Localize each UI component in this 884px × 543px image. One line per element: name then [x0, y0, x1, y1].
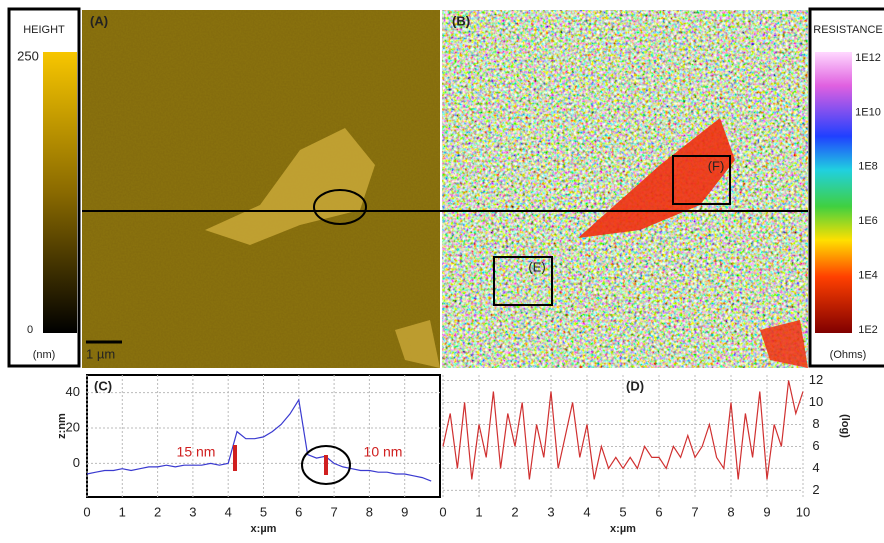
x-tick-label: 6 — [295, 504, 302, 519]
y-tick-label: 12 — [809, 372, 823, 387]
height-texture — [82, 10, 440, 368]
x-tick-label: 0 — [83, 504, 90, 519]
height-title: HEIGHT — [23, 24, 65, 36]
height-unit: (nm) — [33, 349, 56, 361]
resistance-tick: 1E6 — [858, 215, 878, 227]
resistance-tick: 1E8 — [858, 161, 878, 173]
x-tick-label: 8 — [366, 504, 373, 519]
y-axis-label: z:nm — [56, 413, 68, 439]
x-tick-label: 5 — [619, 504, 626, 519]
y-tick-label: 20 — [66, 419, 80, 434]
x-tick-label: 2 — [511, 504, 518, 519]
step-marker — [324, 455, 328, 475]
y-axis-label: (log) — [839, 414, 851, 438]
y-tick-label: 8 — [812, 416, 819, 431]
panel-label: (A) — [90, 13, 108, 28]
flake — [395, 320, 440, 368]
x-tick-label: 7 — [691, 504, 698, 519]
resistance-tick: 1E12 — [855, 52, 881, 64]
low-resistance-region — [578, 118, 735, 238]
y-tick-label: 40 — [66, 384, 80, 399]
x-tick-label: 3 — [547, 504, 554, 519]
annotation: 15 nm — [177, 444, 216, 460]
x-tick-label: 4 — [583, 504, 590, 519]
resistance-texture — [442, 10, 808, 368]
y-tick-label: 6 — [812, 438, 819, 453]
x-tick-label: 9 — [763, 504, 770, 519]
x-axis-label: x:µm — [251, 523, 277, 535]
x-tick-label: 2 — [154, 504, 161, 519]
resistance-tick: 1E2 — [858, 324, 878, 336]
resistance-tick: 1E4 — [858, 270, 878, 282]
x-tick-label: 1 — [119, 504, 126, 519]
ellipse-marker — [301, 445, 351, 485]
flake — [205, 128, 375, 245]
x-tick-label: 8 — [727, 504, 734, 519]
x-tick-label: 1 — [475, 504, 482, 519]
height-gradient — [43, 52, 77, 333]
height-max: 250 — [17, 48, 39, 63]
profile — [86, 398, 432, 482]
y-tick-label: 10 — [809, 394, 823, 409]
resistance-unit: (Ohms) — [830, 349, 867, 361]
panel-label: (B) — [452, 13, 470, 28]
y-tick-label: 0 — [73, 455, 80, 470]
scale-label: 1 µm — [86, 346, 115, 361]
x-tick-label: 6 — [655, 504, 662, 519]
x-tick-label: 3 — [189, 504, 196, 519]
low-resistance-region — [760, 320, 808, 368]
x-tick-label: 9 — [401, 504, 408, 519]
x-tick-label: 4 — [225, 504, 232, 519]
x-tick-label: 5 — [260, 504, 267, 519]
x-tick-label: 10 — [796, 504, 810, 519]
profile — [442, 380, 804, 480]
region-label: (E) — [528, 259, 545, 274]
x-tick-label: 0 — [439, 504, 446, 519]
resistance-gradient — [815, 52, 852, 333]
panel-label: (C) — [94, 378, 112, 393]
region-label: (F) — [708, 158, 725, 173]
y-tick-label: 4 — [812, 460, 819, 475]
region-box — [672, 155, 731, 205]
ellipse-marker — [313, 189, 367, 225]
y-tick-label: 2 — [812, 482, 819, 497]
step-marker — [233, 445, 237, 471]
panel-label: (D) — [626, 378, 644, 393]
x-axis-label: x:µm — [610, 523, 636, 535]
x-tick-label: 7 — [330, 504, 337, 519]
resistance-title: RESISTANCE — [813, 24, 882, 36]
region-box — [493, 256, 553, 306]
resistance-ticks: 1E12 1E10 1E8 1E6 1E4 1E2 — [855, 52, 881, 336]
annotation: 10 nm — [364, 444, 403, 460]
resistance-tick: 1E10 — [855, 106, 881, 118]
height-min: 0 — [27, 324, 33, 336]
